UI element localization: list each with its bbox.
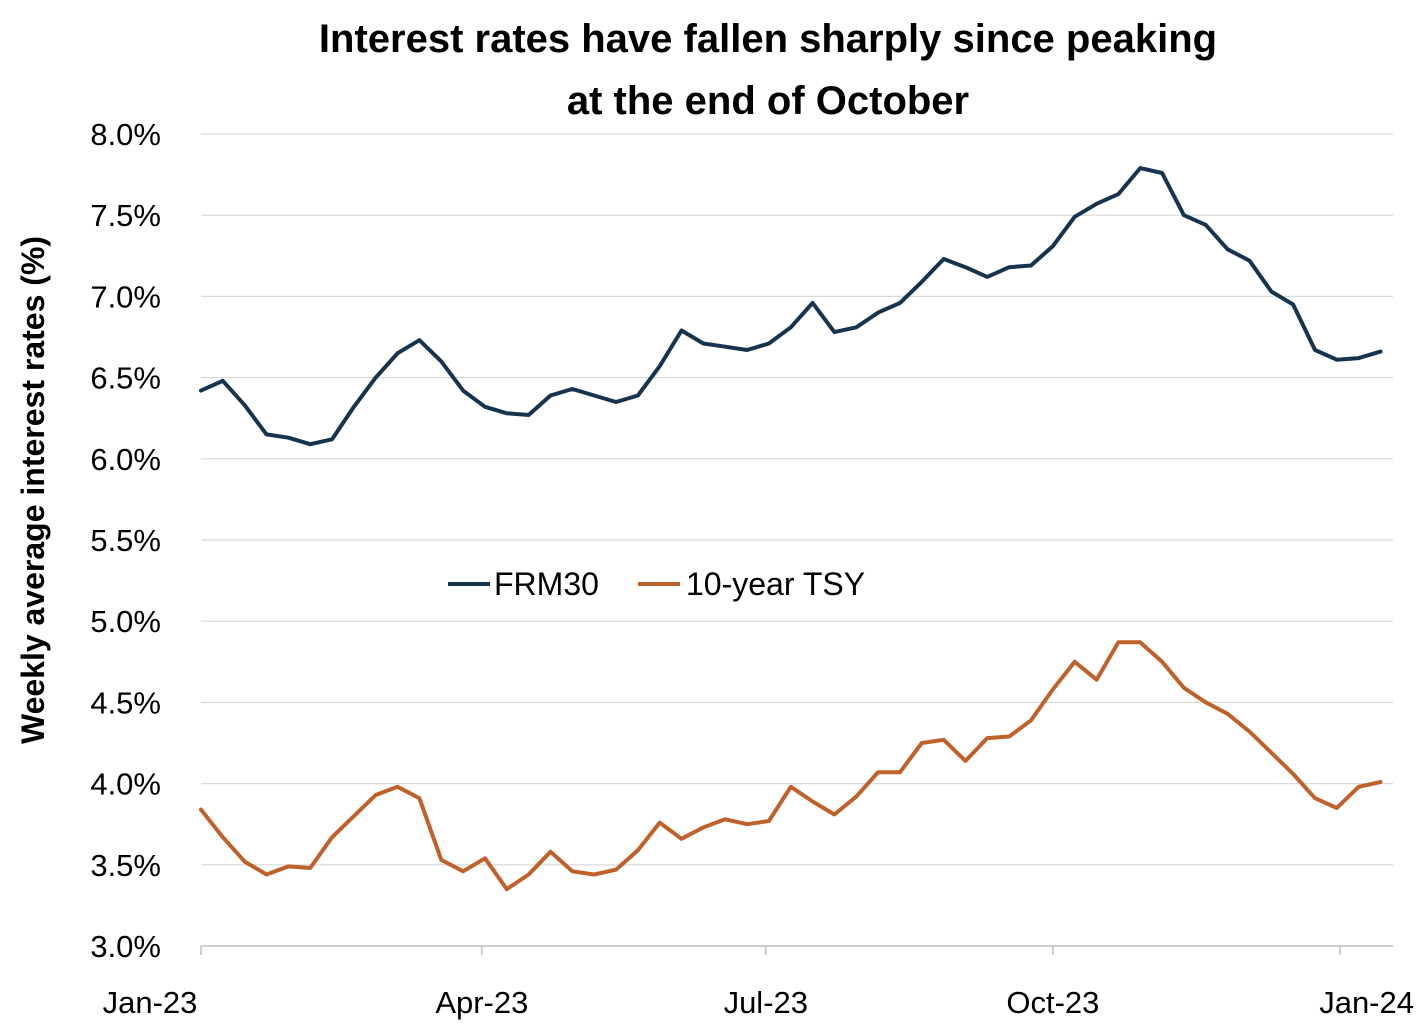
legend-label-10-year-tsy: 10-year TSY (686, 566, 865, 602)
chart-title-line-2: at the end of October (567, 79, 969, 123)
y-axis-ticks: 3.0% 3.5% 4.0% 4.5% 5.0% 5.5% 6.0% 6.5% 7.0% 7.5%… (90, 117, 161, 964)
chart-title-line-1: Interest rates have fallen sharply since… (319, 17, 1217, 61)
y-tick-label: 8.0% (90, 117, 161, 152)
x-tick-label: Jan-23 (103, 985, 198, 1020)
series-line-frm30 (199, 166, 1383, 447)
y-tick-label: 3.0% (90, 929, 161, 964)
gridlines (201, 133, 1393, 866)
legend-label-frm30: FRM30 (494, 566, 599, 602)
y-tick-label: 6.5% (90, 361, 161, 396)
x-tick-label: Jan-24 (1319, 985, 1414, 1020)
y-tick-label: 5.5% (90, 523, 161, 558)
y-tick-label: 7.0% (90, 279, 161, 314)
x-tick-label: Jul-23 (724, 985, 808, 1020)
y-tick-label: 5.0% (90, 604, 161, 639)
legend: FRM30 10-year TSY (448, 566, 865, 602)
x-tick-label: Oct-23 (1006, 985, 1099, 1020)
series-line-10-year-tsy (199, 640, 1383, 892)
y-tick-label: 6.0% (90, 442, 161, 477)
y-tick-label: 7.5% (90, 198, 161, 233)
series-lines (199, 166, 1383, 892)
x-tick-label: Apr-23 (435, 985, 528, 1020)
y-axis-label: Weekly average interest rates (%) (15, 236, 51, 744)
x-axis-ticks: Jan-23 Apr-23 Jul-23 Oct-23 Jan-24 (103, 946, 1414, 1020)
y-tick-label: 3.5% (90, 848, 161, 883)
y-tick-label: 4.0% (90, 767, 161, 802)
y-tick-label: 4.5% (90, 685, 161, 720)
